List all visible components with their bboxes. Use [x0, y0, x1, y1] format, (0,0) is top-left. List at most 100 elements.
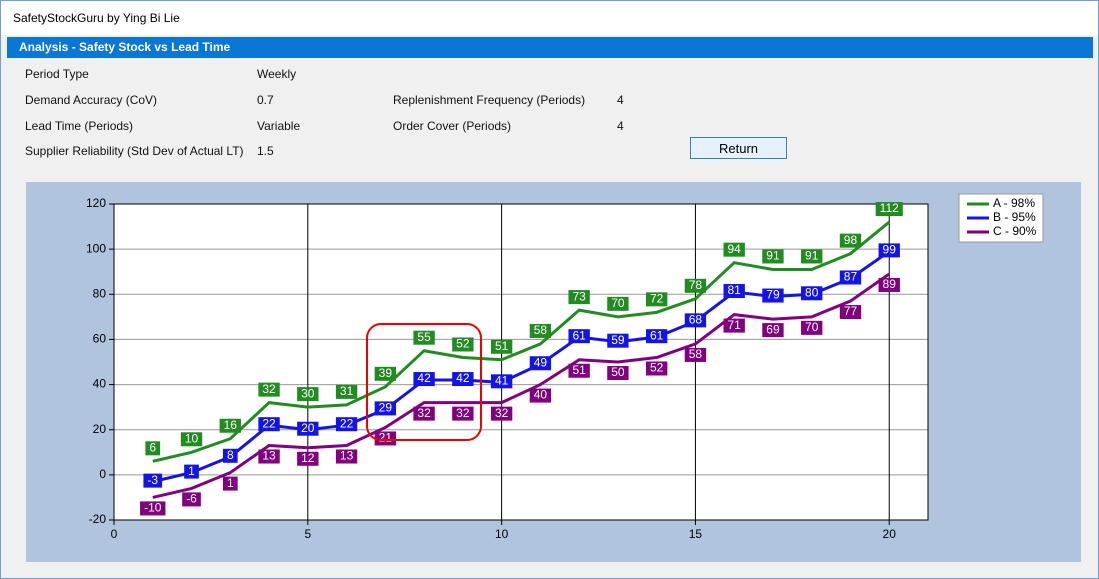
data-label: 1 — [227, 476, 234, 490]
data-label: 71 — [728, 318, 742, 332]
window-title: SafetyStockGuru by Ying Bi Lie — [1, 1, 1098, 35]
x-tick-label: 20 — [883, 527, 897, 541]
field-value: 4 — [617, 119, 624, 133]
data-label-bg — [140, 501, 166, 516]
y-tick-label: 80 — [93, 286, 107, 300]
data-label-bg — [490, 374, 513, 389]
data-label-bg — [529, 323, 552, 338]
data-label-bg — [490, 339, 513, 354]
data-label-bg — [568, 290, 590, 305]
data-label: 13 — [340, 449, 354, 463]
data-label-bg — [839, 305, 862, 320]
x-tick-label: 5 — [304, 527, 311, 541]
y-tick-label: 100 — [86, 241, 106, 255]
data-label: 40 — [534, 388, 548, 402]
data-label: 89 — [883, 277, 897, 291]
data-label-bg — [222, 448, 238, 463]
plot-area — [114, 204, 928, 520]
data-label-bg — [184, 464, 199, 479]
data-label: 30 — [301, 386, 315, 400]
data-label-bg — [258, 449, 280, 464]
field-value: Weekly — [257, 67, 297, 81]
data-label: 22 — [262, 416, 276, 430]
data-label: 41 — [495, 373, 509, 387]
data-label: 42 — [417, 371, 431, 385]
data-label-bg — [568, 329, 590, 344]
y-tick-label: 60 — [93, 332, 107, 346]
data-label-bg — [374, 431, 397, 446]
data-label: 55 — [417, 330, 431, 344]
data-label: 91 — [805, 249, 819, 263]
data-label: 58 — [534, 323, 548, 337]
data-label: 10 — [185, 431, 199, 445]
data-label-bg — [723, 318, 745, 333]
data-label: 16 — [224, 418, 238, 432]
data-label-bg — [413, 406, 435, 421]
legend-label: C - 90% — [993, 224, 1037, 238]
data-label: 32 — [495, 406, 509, 420]
data-label-bg — [839, 270, 862, 285]
x-tick-label: 0 — [111, 527, 118, 541]
data-label: 73 — [572, 289, 586, 303]
data-label: 98 — [844, 233, 858, 247]
data-label-bg — [222, 476, 238, 491]
data-label: 21 — [379, 431, 393, 445]
data-label: 81 — [728, 283, 742, 297]
data-label-bg — [684, 347, 707, 362]
plot-border — [113, 203, 929, 521]
data-label-bg — [335, 384, 358, 399]
data-label-bg — [762, 323, 784, 338]
data-label-bg — [335, 449, 358, 464]
data-label-bg — [762, 249, 784, 264]
data-label-bg — [878, 243, 900, 258]
data-label-bg — [684, 313, 707, 328]
field-label: Supplier Reliability (Std Dev of Actual … — [25, 144, 244, 158]
data-label: 72 — [650, 292, 664, 306]
data-label-bg — [180, 432, 203, 447]
data-label: 32 — [262, 382, 276, 396]
data-label-bg — [801, 286, 823, 301]
data-label-bg — [723, 242, 745, 257]
data-label-bg — [297, 421, 319, 436]
data-label: 20 — [301, 421, 315, 435]
legend-label: A - 98% — [993, 196, 1035, 210]
field-value: 0.7 — [257, 93, 274, 107]
data-label: 1 — [188, 464, 195, 478]
return-button[interactable]: Return — [690, 137, 787, 159]
data-label-bg — [839, 233, 862, 248]
data-label-bg — [452, 337, 474, 352]
data-label-bg — [452, 406, 474, 421]
annotation-box — [366, 323, 482, 441]
data-label-bg — [335, 417, 358, 432]
data-label: 68 — [689, 313, 703, 327]
data-label: 52 — [650, 361, 664, 375]
data-label-bg — [145, 441, 161, 456]
data-label-bg — [374, 366, 397, 381]
field-value: 4 — [617, 93, 624, 107]
data-label-bg — [878, 277, 900, 292]
y-tick-label: 120 — [86, 196, 106, 210]
data-label-bg — [801, 320, 823, 335]
data-label-bg — [607, 366, 629, 380]
data-label-bg — [529, 388, 552, 403]
data-label-bg — [258, 382, 280, 397]
y-tick-label: 20 — [93, 422, 107, 436]
field-label: Order Cover (Periods) — [393, 119, 512, 133]
data-label: 12 — [301, 451, 315, 465]
y-tick-label: 0 — [99, 467, 106, 481]
field-value: 1.5 — [257, 144, 274, 158]
data-label-bg — [297, 387, 319, 402]
data-label: -3 — [147, 473, 158, 487]
x-tick-label: 10 — [495, 527, 509, 541]
data-label: 61 — [572, 328, 586, 342]
data-label-bg — [801, 249, 823, 264]
data-label: 70 — [805, 320, 819, 334]
data-label: 51 — [495, 339, 509, 353]
data-label: 39 — [379, 366, 393, 380]
data-label: 51 — [572, 363, 586, 377]
field-label: Demand Accuracy (CoV) — [25, 93, 158, 107]
y-tick-label: 40 — [93, 377, 107, 391]
data-label: 80 — [805, 285, 819, 299]
